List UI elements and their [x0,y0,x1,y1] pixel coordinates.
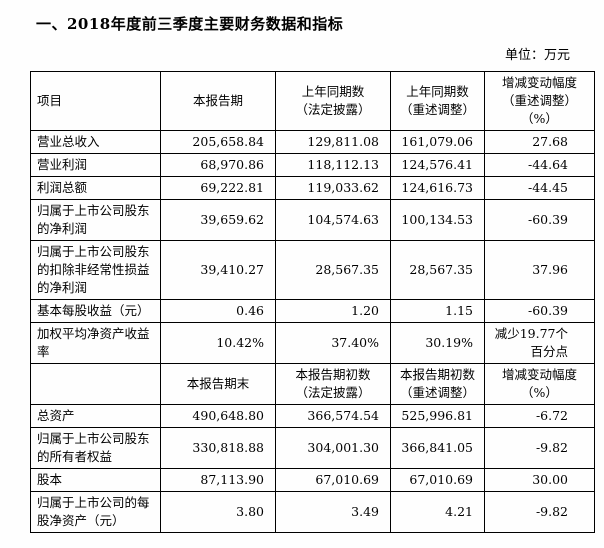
value-cell: -9.82 [484,427,595,469]
value-cell: -44.45 [484,176,595,200]
value-cell: 118,112.13 [275,153,391,177]
value-cell: 104,574.63 [275,199,391,241]
value-cell: -60.39 [484,299,595,323]
item-label-cell: 加权平均净资产收益率 [30,322,161,364]
table-row: 股本 87,113.90 67,010.69 67,010.69 30.00 [30,468,595,492]
table-row: 利润总额 69,222.81 119,033.62 124,616.73 -44.45 [30,176,595,200]
value-cell: -44.64 [484,153,595,177]
value-cell: 205,658.84 [160,130,276,154]
value-cell: 27.68 [484,130,595,154]
value-cell: -6.72 [484,404,595,428]
value-cell: 37.96 [484,240,595,300]
value-cell: 100,134.53 [390,199,485,241]
value-cell: 68,970.86 [160,153,276,177]
value-cell: 124,576.41 [390,153,485,177]
column-header: 本报告期 [160,71,276,131]
value-cell: 28,567.35 [390,240,485,300]
financial-table-body: 项目 本报告期 上年同期数 （法定披露） 上年同期数 （重述调整） 增减变动幅度 （重述调整）… [30,71,595,533]
column-header: 增减变动幅度 （%） [484,363,595,405]
column-header: 上年同期数 （法定披露） [275,71,391,131]
item-label-cell: 总资产 [30,404,161,428]
column-header: 项目 [30,71,161,131]
value-cell: 1.20 [275,299,391,323]
value-cell: 304,001.30 [275,427,391,469]
value-cell: 39,659.62 [160,199,276,241]
table-row: 加权平均净资产收益率 10.42% 37.40% 30.19% 减少19.77个百分点 [30,322,595,364]
table-row: 归属于上市公司股东的扣除非经常性损益的净利润 39,410.27 28,567.35… [30,240,595,300]
value-cell: 67,010.69 [390,468,485,492]
value-cell: 1.15 [390,299,485,323]
table-row: 归属于上市公司的每股净资产（元） 3.80 3.49 4.21 -9.82 [30,491,595,533]
value-cell: 87,113.90 [160,468,276,492]
value-cell: 366,841.05 [390,427,485,469]
value-cell: 减少19.77个百分点 [484,322,595,364]
table-row: 基本每股收益（元） 0.46 1.20 1.15 -60.39 [30,299,595,323]
header-row: 本报告期末 本报告期初数 （法定披露） 本报告期初数 （重述调整） 增减变动幅度 （%） [30,363,595,405]
column-header: 本报告期初数 （重述调整） [390,363,485,405]
column-header: 本报告期初数 （法定披露） [275,363,391,405]
value-cell: -9.82 [484,491,595,533]
value-cell: 366,574.54 [275,404,391,428]
value-cell: 0.46 [160,299,276,323]
header-row: 项目 本报告期 上年同期数 （法定披露） 上年同期数 （重述调整） 增减变动幅度 （重述调整）… [30,71,595,131]
value-cell: 37.40% [275,322,391,364]
value-cell: 330,818.88 [160,427,276,469]
value-cell: 129,811.08 [275,130,391,154]
item-label-cell: 归属于上市公司的每股净资产（元） [30,491,161,533]
value-cell: 525,996.81 [390,404,485,428]
column-header [30,363,161,405]
value-cell: -60.39 [484,199,595,241]
table-row: 归属于上市公司股东的净利润 39,659.62 104,574.63 100,134.… [30,199,595,241]
column-header: 本报告期末 [160,363,276,405]
value-cell: 161,079.06 [390,130,485,154]
item-label-cell: 股本 [30,468,161,492]
section-title: 一、2018年度前三季度主要财务数据和指标 [36,15,344,33]
item-label-cell: 营业利润 [30,153,161,177]
table-row: 归属于上市公司股东的所有者权益 330,818.88 304,001.30 366,8… [30,427,595,469]
value-cell: 119,033.62 [275,176,391,200]
item-label-cell: 归属于上市公司股东的所有者权益 [30,427,161,469]
value-cell: 39,410.27 [160,240,276,300]
value-cell: 69,222.81 [160,176,276,200]
value-cell: 490,648.80 [160,404,276,428]
value-cell: 4.21 [390,491,485,533]
value-cell: 28,567.35 [275,240,391,300]
item-label-cell: 归属于上市公司股东的扣除非经常性损益的净利润 [30,240,161,300]
value-cell: 3.80 [160,491,276,533]
column-header: 增减变动幅度 （重述调整） （%） [484,71,595,131]
value-cell: 124,616.73 [390,176,485,200]
table-row: 营业总收入 205,658.84 129,811.08 161,079.06 27.68 [30,130,595,154]
table-row: 营业利润 68,970.86 118,112.13 124,576.41 -44.64 [30,153,595,177]
item-label-cell: 营业总收入 [30,130,161,154]
value-cell: 3.49 [275,491,391,533]
value-cell: 30.19% [390,322,485,364]
item-label-cell: 归属于上市公司股东的净利润 [30,199,161,241]
table-row: 总资产 490,648.80 366,574.54 525,996.81 -6.72 [30,404,595,428]
financial-table: 项目 本报告期 上年同期数 （法定披露） 上年同期数 （重述调整） 增减变动幅度 （重述调整）… [30,71,595,533]
value-cell: 67,010.69 [275,468,391,492]
value-cell: 30.00 [484,468,595,492]
column-header: 上年同期数 （重述调整） [390,71,485,131]
unit-label: 单位：万元 [504,48,570,63]
item-label-cell: 基本每股收益（元） [30,299,161,323]
value-cell: 10.42% [160,322,276,364]
item-label-cell: 利润总额 [30,176,161,200]
